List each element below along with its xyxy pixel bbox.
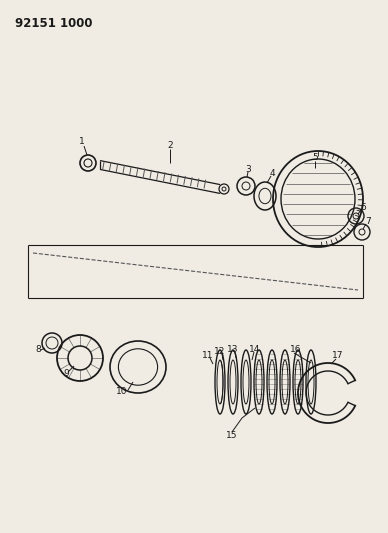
Text: 10: 10 — [116, 387, 128, 397]
Text: 11: 11 — [202, 351, 214, 359]
Text: 6: 6 — [360, 203, 366, 212]
Text: 12: 12 — [214, 348, 226, 357]
Text: 15: 15 — [226, 431, 238, 440]
Text: 3: 3 — [245, 165, 251, 174]
Text: 4: 4 — [269, 168, 275, 177]
Text: 7: 7 — [365, 216, 371, 225]
Text: 13: 13 — [227, 344, 239, 353]
Text: 2: 2 — [167, 141, 173, 150]
Text: 14: 14 — [249, 344, 261, 353]
Text: 17: 17 — [332, 351, 344, 360]
Text: 5: 5 — [312, 154, 318, 163]
Text: 16: 16 — [290, 345, 302, 354]
Text: 9: 9 — [63, 368, 69, 377]
Text: 92151 1000: 92151 1000 — [15, 17, 92, 30]
Text: 8: 8 — [35, 345, 41, 354]
Text: 1: 1 — [79, 136, 85, 146]
